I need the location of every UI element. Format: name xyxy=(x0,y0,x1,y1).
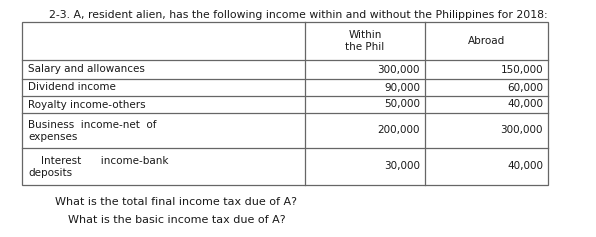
Text: What is the total final income tax due of A?: What is the total final income tax due o… xyxy=(55,197,297,207)
Text: Interest      income-bank
deposits: Interest income-bank deposits xyxy=(28,155,169,178)
Text: Business  income-net  of
expenses: Business income-net of expenses xyxy=(28,119,157,141)
Text: Within
the Phil: Within the Phil xyxy=(345,30,384,52)
Text: 2-3. A, resident alien, has the following income within and without the Philippi: 2-3. A, resident alien, has the followin… xyxy=(49,10,547,20)
Text: Abroad: Abroad xyxy=(468,36,505,46)
Text: Salary and allowances: Salary and allowances xyxy=(28,64,145,74)
Text: 30,000: 30,000 xyxy=(384,161,420,172)
Text: 40,000: 40,000 xyxy=(507,100,543,109)
Text: 300,000: 300,000 xyxy=(377,64,420,74)
Text: Royalty income-others: Royalty income-others xyxy=(28,100,145,109)
Text: 60,000: 60,000 xyxy=(507,82,543,92)
Bar xyxy=(22,22,548,185)
Text: 150,000: 150,000 xyxy=(501,64,543,74)
Text: 300,000: 300,000 xyxy=(501,126,543,136)
Text: 40,000: 40,000 xyxy=(507,161,543,172)
Text: Dividend income: Dividend income xyxy=(28,82,116,92)
Text: 200,000: 200,000 xyxy=(377,126,420,136)
Text: 50,000: 50,000 xyxy=(384,100,420,109)
Text: What is the basic income tax due of A?: What is the basic income tax due of A? xyxy=(68,215,285,225)
Text: 90,000: 90,000 xyxy=(384,82,420,92)
